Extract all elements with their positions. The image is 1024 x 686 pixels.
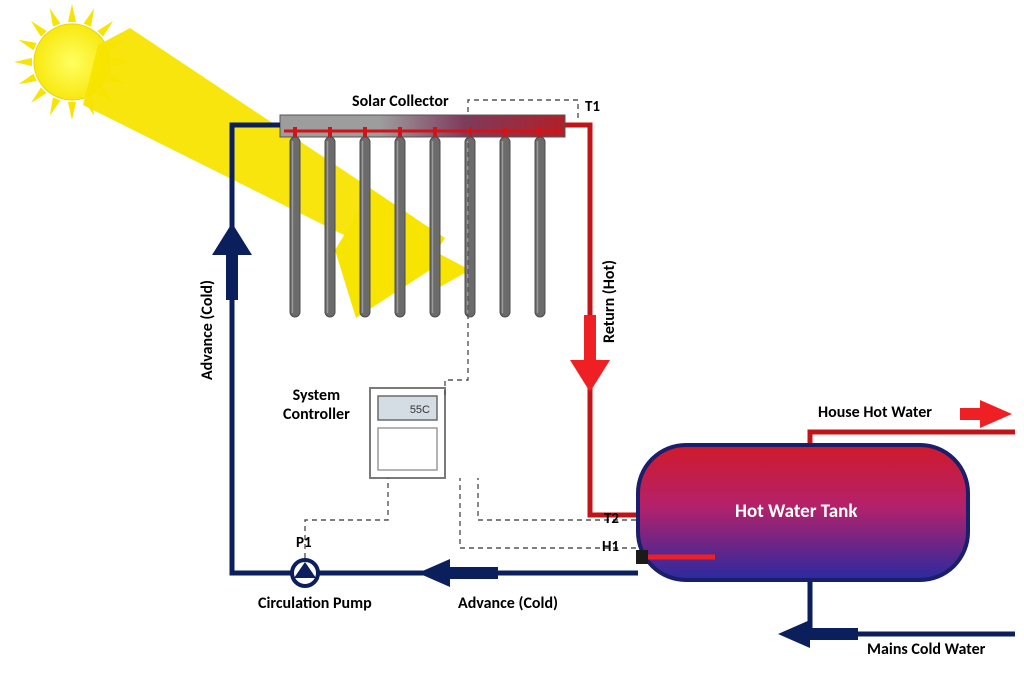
h1-label: H1 — [602, 538, 619, 556]
return-hot-vertical-label: Return (Hot) — [600, 260, 619, 343]
solar-collector-label: Solar Collector — [352, 92, 449, 111]
advance-cold-h-label: Advance (Cold) — [458, 594, 558, 613]
advance-cold-vertical-label: Advance (Cold) — [198, 280, 217, 380]
p1-label: P1 — [296, 534, 312, 552]
collector-header — [280, 115, 565, 137]
mains-cold-pipe — [810, 578, 1015, 634]
mains-cold-water-label: Mains Cold Water — [867, 640, 985, 659]
sun-beam — [83, 28, 470, 318]
house-hot-water-label: House Hot Water — [818, 403, 932, 422]
circulation-pump-icon — [292, 560, 318, 586]
t1-label: T1 — [585, 98, 600, 116]
solar-heating-diagram: 55C — [0, 0, 1024, 686]
system-controller-icon: 55C — [370, 388, 445, 478]
t2-label: T2 — [604, 510, 619, 528]
system-controller-label: SystemController — [283, 386, 350, 424]
hot-water-tank-label: Hot Water Tank — [735, 500, 857, 523]
svg-text:55C: 55C — [410, 404, 430, 416]
circulation-pump-label: Circulation Pump — [258, 594, 372, 613]
